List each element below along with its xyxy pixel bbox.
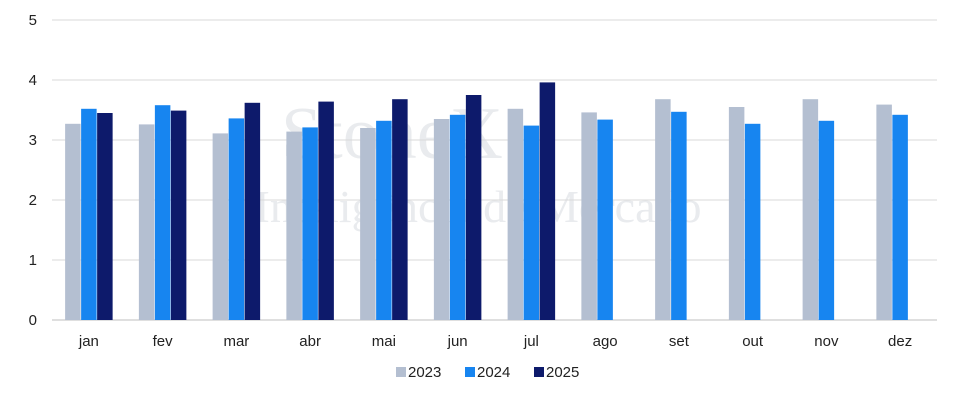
legend-label-2023: 2023 bbox=[408, 364, 441, 381]
x-tick-label: out bbox=[742, 333, 764, 350]
legend-label-2025: 2025 bbox=[546, 364, 579, 381]
bar-2024-out bbox=[744, 123, 761, 320]
y-tick-label: 2 bbox=[29, 192, 37, 209]
bar-2023-jun bbox=[433, 119, 450, 320]
bar-2024-abr bbox=[302, 127, 318, 321]
legend: 2023 2024 2025 bbox=[396, 364, 579, 381]
y-axis-ticks: 0 1 2 3 4 5 bbox=[29, 12, 37, 329]
bar-2025-abr bbox=[318, 101, 334, 320]
bar-2024-dez bbox=[892, 114, 908, 320]
x-tick-label: fev bbox=[153, 333, 174, 350]
legend-swatch-2024 bbox=[465, 367, 475, 377]
y-tick-label: 1 bbox=[29, 252, 37, 269]
y-tick-label: 0 bbox=[29, 312, 37, 329]
bar-2023-out bbox=[728, 107, 745, 320]
bar-2024-jul bbox=[523, 125, 540, 320]
bar-2024-nov bbox=[818, 120, 835, 320]
bar-2023-nov bbox=[802, 99, 819, 320]
bar-2025-mai bbox=[392, 99, 408, 320]
bar-2023-ago bbox=[581, 112, 597, 321]
bar-2024-mar bbox=[228, 118, 245, 321]
x-tick-label: abr bbox=[299, 333, 321, 350]
bar-2025-jun bbox=[465, 95, 482, 320]
bar-2025-jul bbox=[539, 82, 556, 321]
y-tick-label: 5 bbox=[29, 12, 37, 29]
bar-2023-fev bbox=[138, 124, 155, 321]
y-tick-label: 3 bbox=[29, 132, 37, 149]
x-tick-label: mai bbox=[372, 333, 396, 350]
bar-2023-dez bbox=[876, 104, 892, 320]
x-axis-labels: jan fev mar abr mai jun jul ago set out nov dez bbox=[78, 333, 912, 350]
legend-swatch-2025 bbox=[534, 367, 544, 377]
bar-2024-jan bbox=[81, 108, 97, 320]
bars bbox=[65, 82, 908, 321]
bar-2023-jan bbox=[65, 123, 81, 320]
x-tick-label: ago bbox=[593, 333, 618, 350]
legend-label-2024: 2024 bbox=[477, 364, 510, 381]
gridlines bbox=[52, 19, 937, 321]
bar-2025-jan bbox=[97, 113, 113, 320]
bar-2023-mai bbox=[360, 128, 376, 320]
bar-2023-set bbox=[655, 99, 671, 320]
y-tick-label: 4 bbox=[29, 72, 37, 89]
bar-2024-ago bbox=[597, 119, 613, 320]
x-tick-label: jul bbox=[523, 333, 539, 350]
legend-swatch-2023 bbox=[396, 367, 406, 377]
bar-2025-mar bbox=[244, 102, 261, 320]
x-tick-label: mar bbox=[223, 333, 249, 350]
bar-2023-mar bbox=[212, 133, 229, 320]
x-tick-label: dez bbox=[888, 333, 912, 350]
bar-2024-fev bbox=[154, 105, 171, 320]
bar-2024-mai bbox=[376, 120, 392, 320]
bar-2023-abr bbox=[286, 131, 302, 320]
x-tick-label: jun bbox=[447, 333, 468, 350]
bar-2024-jun bbox=[449, 114, 466, 320]
bar-2025-fev bbox=[170, 110, 187, 320]
x-tick-label: nov bbox=[814, 333, 839, 350]
bar-2023-jul bbox=[507, 108, 524, 320]
x-tick-label: set bbox=[669, 333, 690, 350]
bar-2024-set bbox=[671, 111, 687, 320]
x-tick-label: jan bbox=[78, 333, 99, 350]
